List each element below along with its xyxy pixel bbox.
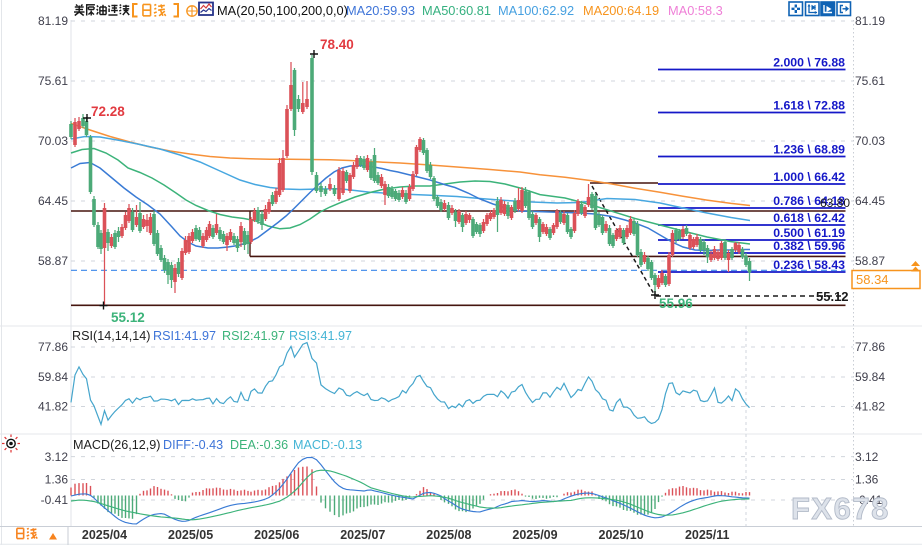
svg-text:1.618 \ 72.88: 1.618 \ 72.88 bbox=[773, 98, 845, 112]
svg-text:2025/04: 2025/04 bbox=[82, 528, 127, 542]
svg-text:2025/10: 2025/10 bbox=[599, 528, 644, 542]
svg-text:MACD:-0.13: MACD:-0.13 bbox=[293, 438, 362, 452]
svg-text:MA(20,50,100,200,0,0): MA(20,50,100,200,0,0) bbox=[217, 3, 348, 18]
svg-text:58.87: 58.87 bbox=[855, 254, 885, 268]
svg-text:RSI3:41.97: RSI3:41.97 bbox=[289, 329, 352, 343]
svg-text:78.40: 78.40 bbox=[320, 37, 354, 52]
svg-text:FX678: FX678 bbox=[791, 491, 890, 526]
svg-text:58.34: 58.34 bbox=[856, 272, 889, 287]
svg-text:64.45: 64.45 bbox=[38, 194, 68, 208]
svg-text:2025/07: 2025/07 bbox=[340, 528, 385, 542]
svg-text:-0.41: -0.41 bbox=[855, 493, 883, 507]
svg-text:DIFF:-0.43: DIFF:-0.43 bbox=[163, 438, 223, 452]
svg-text:MA50:60.81: MA50:60.81 bbox=[422, 3, 491, 18]
svg-text:MA0:58.3: MA0:58.3 bbox=[668, 3, 723, 18]
svg-text:2.000 \ 76.88: 2.000 \ 76.88 bbox=[773, 55, 845, 69]
svg-text:2025/08: 2025/08 bbox=[426, 528, 471, 542]
svg-text:1.36: 1.36 bbox=[45, 473, 69, 487]
svg-text:1.36: 1.36 bbox=[855, 473, 879, 487]
svg-text:58.87: 58.87 bbox=[38, 254, 68, 268]
svg-text:0.382 \ 59.96: 0.382 \ 59.96 bbox=[773, 239, 845, 253]
svg-text:77.86: 77.86 bbox=[855, 340, 885, 354]
svg-text:0.786 \ 64.18: 0.786 \ 64.18 bbox=[773, 194, 845, 208]
svg-text:3.12: 3.12 bbox=[855, 450, 879, 464]
svg-text:RSI2:41.97: RSI2:41.97 bbox=[222, 329, 285, 343]
svg-text:MA20:59.93: MA20:59.93 bbox=[346, 3, 415, 18]
svg-text:75.61: 75.61 bbox=[38, 74, 68, 88]
svg-text:55.12: 55.12 bbox=[111, 310, 145, 325]
svg-text:RSI(14,14,14): RSI(14,14,14) bbox=[72, 329, 150, 343]
svg-text:55.96: 55.96 bbox=[659, 296, 693, 311]
svg-text:3.12: 3.12 bbox=[45, 450, 69, 464]
svg-text:0.618 \ 62.42: 0.618 \ 62.42 bbox=[773, 211, 845, 225]
svg-text:77.86: 77.86 bbox=[38, 340, 68, 354]
svg-text:1.000 \ 66.42: 1.000 \ 66.42 bbox=[773, 170, 845, 184]
svg-text:MA100:62.92: MA100:62.92 bbox=[498, 3, 574, 18]
svg-text:59.84: 59.84 bbox=[855, 370, 885, 384]
svg-text:2025/06: 2025/06 bbox=[254, 528, 299, 542]
svg-text:2025/11: 2025/11 bbox=[685, 528, 730, 542]
svg-text:75.61: 75.61 bbox=[855, 74, 885, 88]
svg-text:59.84: 59.84 bbox=[38, 370, 68, 384]
svg-text:2025/05: 2025/05 bbox=[168, 528, 213, 542]
svg-text:41.82: 41.82 bbox=[38, 400, 68, 414]
svg-text:70.03: 70.03 bbox=[38, 134, 68, 148]
svg-text:41.82: 41.82 bbox=[855, 400, 885, 414]
svg-text:0.500 \ 61.19: 0.500 \ 61.19 bbox=[773, 226, 845, 240]
svg-text:81.19: 81.19 bbox=[855, 14, 885, 28]
svg-text:70.03: 70.03 bbox=[855, 134, 885, 148]
svg-text:1.236 \ 68.89: 1.236 \ 68.89 bbox=[773, 142, 845, 156]
svg-text:2025/09: 2025/09 bbox=[512, 528, 557, 542]
svg-text:RSI1:41.97: RSI1:41.97 bbox=[153, 329, 216, 343]
svg-text:63.80: 63.80 bbox=[820, 196, 850, 210]
svg-text:72.28: 72.28 bbox=[91, 104, 125, 119]
svg-text:MA200:64.19: MA200:64.19 bbox=[583, 3, 659, 18]
svg-text:DEA:-0.36: DEA:-0.36 bbox=[230, 438, 288, 452]
svg-text:0.236 \ 58.43: 0.236 \ 58.43 bbox=[773, 258, 845, 272]
svg-text:55.12: 55.12 bbox=[816, 289, 849, 304]
svg-text:-0.41: -0.41 bbox=[41, 493, 69, 507]
svg-text:MACD(26,12,9): MACD(26,12,9) bbox=[73, 438, 161, 452]
svg-text:64.45: 64.45 bbox=[855, 194, 885, 208]
svg-text:81.19: 81.19 bbox=[38, 14, 68, 28]
